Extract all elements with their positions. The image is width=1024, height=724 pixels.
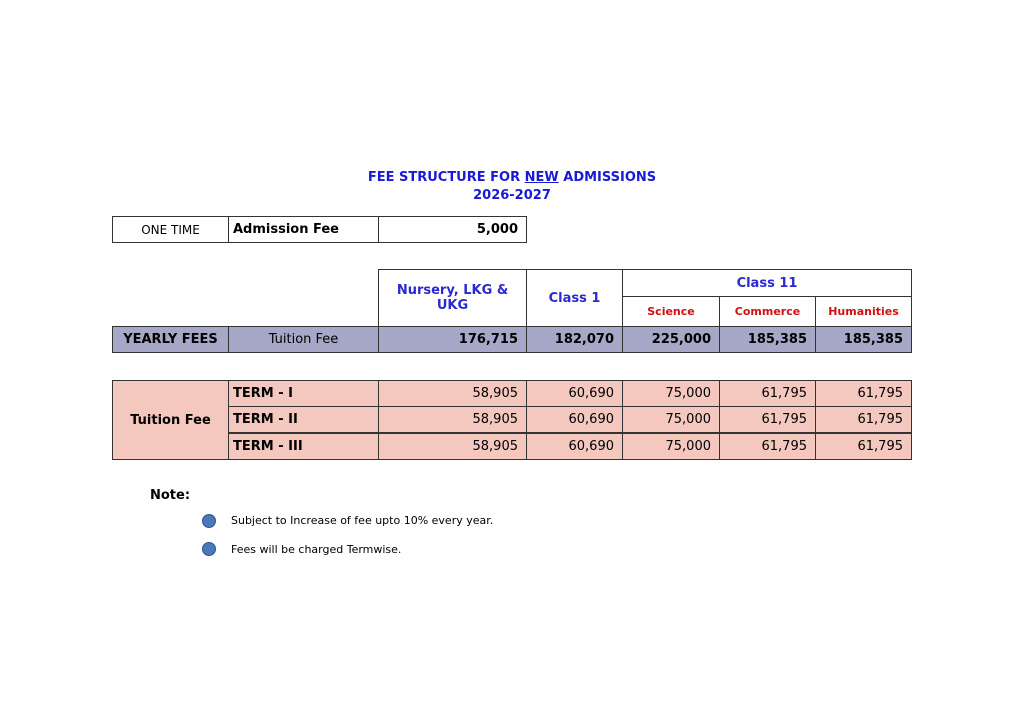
one-time-label: ONE TIME <box>112 216 229 243</box>
yearly-value: 176,715 <box>378 326 527 353</box>
yearly-value: 185,385 <box>815 326 912 353</box>
header-class1: Class 1 <box>526 269 623 327</box>
term-value: 60,690 <box>526 406 623 433</box>
term-value: 61,795 <box>719 406 816 433</box>
academic-year: 2026-2027 <box>473 188 551 203</box>
term-value: 58,905 <box>378 433 527 460</box>
term-label: TERM - II <box>228 406 379 433</box>
term-value: 60,690 <box>526 380 623 407</box>
header-nursery: Nursery, LKG & UKG <box>378 269 527 327</box>
admission-fee-label: Admission Fee <box>228 216 379 243</box>
note-heading: Note: <box>150 488 191 503</box>
header-science: Science <box>622 296 720 327</box>
admission-fee-amount: 5,000 <box>378 216 527 243</box>
term-value: 60,690 <box>526 433 623 460</box>
tuition-fee-label: Tuition Fee <box>112 380 229 460</box>
note-item: Subject to Increase of fee upto 10% ever… <box>231 514 494 527</box>
note-item: Fees will be charged Termwise. <box>231 543 402 556</box>
bullet-icon <box>202 542 216 556</box>
term-value: 58,905 <box>378 406 527 433</box>
term-value: 61,795 <box>815 433 912 460</box>
bullet-icon <box>202 514 216 528</box>
yearly-fees-label: YEARLY FEES <box>112 326 229 353</box>
yearly-value: 185,385 <box>719 326 816 353</box>
term-value: 58,905 <box>378 380 527 407</box>
term-value: 75,000 <box>622 433 720 460</box>
header-commerce: Commerce <box>719 296 816 327</box>
header-class11: Class 11 <box>622 269 912 297</box>
term-value: 61,795 <box>719 380 816 407</box>
yearly-item-label: Tuition Fee <box>228 326 379 353</box>
yearly-value: 182,070 <box>526 326 623 353</box>
header-humanities: Humanities <box>815 296 912 327</box>
page-title: FEE STRUCTURE FOR NEW ADMISSIONS <box>367 170 657 185</box>
term-value: 61,795 <box>815 380 912 407</box>
term-label: TERM - III <box>228 433 379 460</box>
term-value: 61,795 <box>719 433 816 460</box>
term-value: 61,795 <box>815 406 912 433</box>
term-label: TERM - I <box>228 380 379 407</box>
yearly-value: 225,000 <box>622 326 720 353</box>
term-value: 75,000 <box>622 406 720 433</box>
term-value: 75,000 <box>622 380 720 407</box>
